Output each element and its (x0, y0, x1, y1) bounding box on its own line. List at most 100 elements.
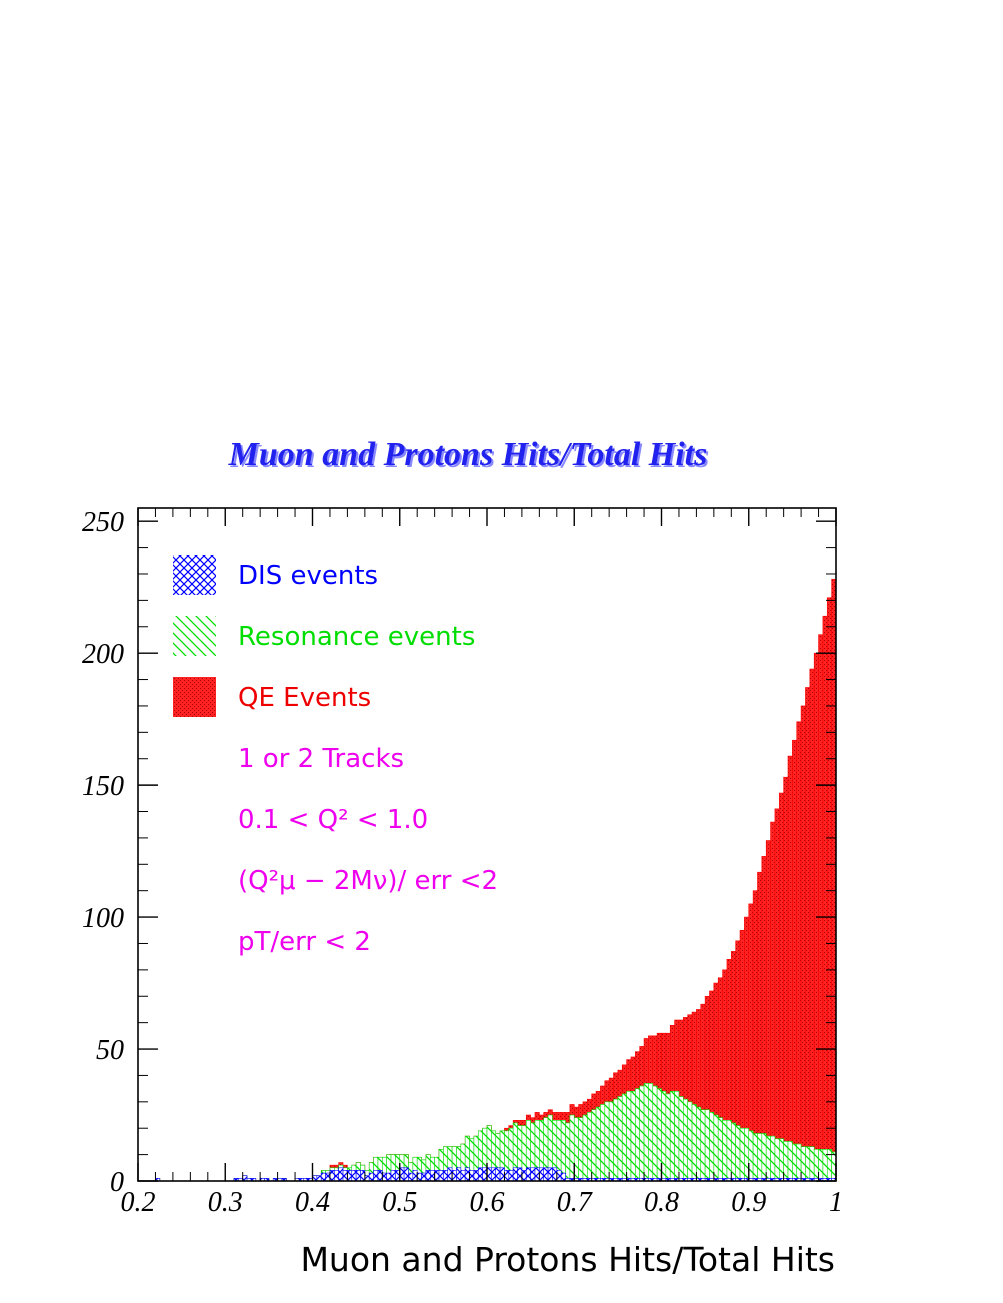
legend-label-qe: QE Events (238, 683, 371, 713)
bar-resonance-events (630, 1090, 636, 1182)
bar-dis-events (412, 1170, 418, 1182)
bar-resonance-events (787, 1141, 793, 1182)
x-tick-label: 1 (829, 1187, 843, 1218)
bar-resonance-events (792, 1143, 798, 1182)
bar-dis-events (320, 1172, 326, 1182)
y-tick-label: 200 (82, 639, 124, 670)
bar-resonance-events (648, 1083, 654, 1182)
bar-qe-events (796, 721, 802, 1182)
bar-resonance-events (635, 1088, 640, 1182)
bar-dis-events (368, 1172, 374, 1182)
bar-resonance-events (739, 1127, 745, 1182)
x-tick-label: 0.2 (121, 1187, 156, 1218)
bar-dis-events (377, 1170, 383, 1182)
bar-resonance-events (722, 1120, 728, 1182)
annotation-q2-cut: (Q²μ − 2Mν)/ err <2 (238, 866, 498, 896)
bar-dis-events (539, 1167, 545, 1182)
bar-resonance-events (621, 1093, 627, 1182)
bar-qe-events (765, 840, 771, 1182)
chart-title-shadow: Muon and Protons Hits/Total Hits (230, 438, 710, 475)
bar-dis-events (416, 1172, 422, 1182)
bar-dis-events (425, 1170, 431, 1182)
bar-dis-events (464, 1167, 470, 1182)
bar-dis-events (491, 1167, 497, 1182)
bar-resonance-events (818, 1149, 824, 1182)
bar-resonance-events (674, 1090, 680, 1182)
annotation-q2-range: 0.1 < Q² < 1.0 (238, 805, 428, 835)
bar-resonance-events (796, 1143, 802, 1182)
bar-resonance-events (709, 1112, 715, 1182)
legend-label-dis: DIS events (238, 561, 378, 591)
bar-dis-events (552, 1167, 558, 1182)
annotations: 1 or 2 Tracks 0.1 < Q² < 1.0 (Q²μ − 2Mν)… (238, 744, 498, 957)
bar-qe-events (818, 634, 824, 1182)
bar-resonance-events (639, 1085, 645, 1182)
legend: DIS events Resonance events QE Events (173, 555, 475, 717)
bar-dis-events (429, 1170, 435, 1182)
bar-dis-events (355, 1170, 361, 1182)
bar-dis-events (477, 1167, 483, 1182)
bar-dis-events (351, 1170, 357, 1182)
bar-qe-events (761, 856, 767, 1182)
bar-qe-events (809, 668, 815, 1182)
bar-dis-events (386, 1172, 392, 1182)
legend-swatch-qe (173, 677, 216, 717)
bar-dis-events (342, 1170, 348, 1182)
bar-dis-events (329, 1170, 335, 1182)
bar-dis-events (499, 1167, 505, 1182)
bar-dis-events (447, 1167, 453, 1182)
bar-qe-events (783, 776, 789, 1182)
bar-resonance-events (591, 1109, 597, 1182)
bar-qe-events (800, 705, 806, 1182)
x-tick-label: 0.3 (208, 1187, 243, 1218)
bar-dis-events (325, 1172, 331, 1182)
bar-resonance-events (765, 1135, 771, 1182)
bar-dis-events (438, 1170, 444, 1182)
bar-resonance-events (813, 1149, 819, 1182)
bar-dis-events (534, 1167, 540, 1182)
bar-resonance-events (778, 1138, 784, 1182)
bar-qe-events (787, 755, 793, 1182)
x-tick-label: 0.9 (731, 1187, 766, 1218)
bar-dis-events (525, 1167, 531, 1182)
bar-resonance-events (735, 1125, 741, 1182)
bar-dis-events (390, 1170, 396, 1182)
y-tick-label: 150 (82, 771, 124, 802)
x-tick-label: 0.6 (470, 1187, 505, 1218)
bar-resonance-events (800, 1146, 806, 1182)
axes-layer: 0.2 0.3 0.4 0.5 0.6 0.7 0.8 0.9 1 0 50 100 150 200 250 (82, 507, 843, 1218)
bar-dis-events (521, 1170, 527, 1182)
bar-resonance-events (600, 1104, 606, 1182)
bar-resonance-events (783, 1141, 789, 1182)
bar-dis-events (347, 1170, 353, 1182)
bar-qe-events (774, 808, 780, 1182)
bar-dis-events (508, 1170, 514, 1182)
bar-qe-events (770, 821, 776, 1182)
bar-resonance-events (608, 1101, 614, 1182)
bar-dis-events (434, 1170, 440, 1182)
x-tick-label: 0.5 (382, 1187, 417, 1218)
bar-dis-events (530, 1167, 536, 1182)
y-tick-label: 0 (110, 1167, 124, 1198)
bar-dis-events (443, 1170, 449, 1182)
bar-resonance-events (805, 1146, 811, 1182)
bar-resonance-events (582, 1114, 588, 1182)
bar-dis-events (547, 1167, 553, 1182)
bar-dis-events (360, 1170, 366, 1182)
y-tick-label: 250 (82, 507, 124, 538)
bar-resonance-events (643, 1083, 649, 1182)
bar-qe-events (778, 792, 784, 1182)
bar-dis-events (334, 1170, 339, 1182)
bar-resonance-events (717, 1117, 723, 1182)
bar-resonance-events (617, 1096, 623, 1182)
bar-dis-events (338, 1167, 344, 1182)
chart-title: Muon and Protons Hits/Total Hits (228, 436, 708, 473)
bar-resonance-events (696, 1106, 702, 1182)
bar-resonance-events (822, 1149, 828, 1182)
bar-dis-events (451, 1170, 457, 1182)
legend-swatch-dis (173, 555, 216, 595)
bar-resonance-events (652, 1085, 658, 1182)
bar-dis-events (403, 1167, 409, 1182)
bar-resonance-events (687, 1101, 693, 1182)
